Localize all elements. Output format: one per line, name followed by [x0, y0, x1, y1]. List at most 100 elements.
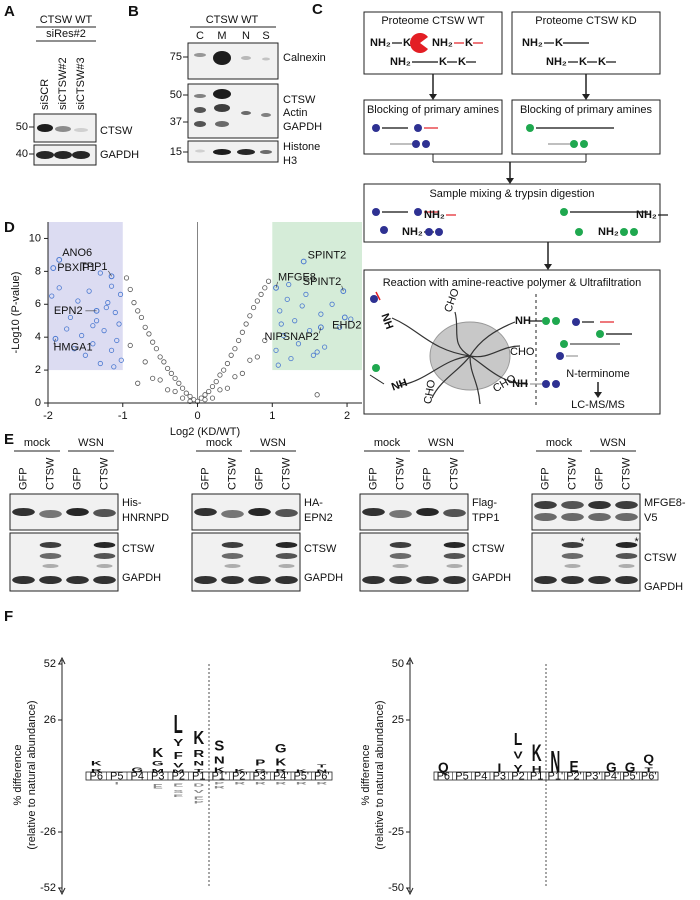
position-label: P4': [604, 770, 620, 782]
condition: WSN: [78, 437, 104, 449]
point: [232, 346, 238, 352]
band: [194, 53, 206, 57]
band: [362, 508, 385, 516]
band-label: CTSW: [122, 543, 155, 555]
logo-letter: N: [550, 745, 560, 780]
band: [443, 553, 466, 559]
chem: K: [579, 56, 587, 68]
point: [123, 275, 130, 281]
point: [217, 387, 223, 393]
condition: WSN: [428, 437, 454, 449]
band: [194, 121, 206, 127]
lane-label: GFP: [421, 467, 433, 490]
point: [101, 327, 107, 334]
logo-letter: E: [194, 795, 205, 800]
point: [112, 309, 118, 316]
band: [443, 542, 466, 548]
point: [288, 355, 294, 362]
point: [262, 337, 268, 344]
block: [542, 380, 550, 388]
point: [213, 379, 219, 385]
point: [127, 342, 133, 349]
polymer-chain: [469, 321, 516, 357]
band: [561, 501, 584, 509]
band-label: CTSW: [100, 125, 133, 137]
panel-label: B: [128, 3, 139, 20]
line: [318, 327, 322, 334]
line: [369, 374, 385, 385]
point: [168, 370, 174, 376]
band: [221, 542, 244, 548]
band: [261, 113, 271, 117]
block: [372, 208, 380, 216]
point: [228, 352, 234, 358]
point: [254, 354, 260, 360]
block: [560, 208, 568, 216]
band: [39, 576, 62, 584]
band: [275, 542, 298, 548]
box-title: Blocking of primary amines: [520, 104, 653, 116]
lane-label: siCTSW#3: [75, 57, 87, 110]
lane-label: CTSW: [280, 457, 292, 490]
chem: CHO: [422, 378, 438, 405]
logo-letter: V: [194, 789, 205, 794]
logo-letter: E: [153, 783, 163, 790]
point: [280, 332, 287, 339]
point: [209, 395, 216, 401]
condition: mock: [206, 437, 233, 449]
logo-letter: I: [497, 761, 501, 775]
position-label: P4': [273, 770, 289, 782]
position-label: P6: [437, 770, 450, 782]
point: [150, 375, 156, 381]
logo-letter: K: [214, 766, 226, 773]
point: [336, 324, 343, 330]
point: [90, 323, 96, 329]
point: [236, 337, 242, 344]
band: [12, 576, 35, 584]
lane-label: CTSW: [44, 457, 56, 490]
band-label: Flag-: [472, 497, 497, 509]
band: [93, 509, 116, 517]
x-axis-label: Log2 (KD/WT): [170, 426, 240, 438]
band: [534, 576, 557, 584]
polymer-chain: [469, 355, 481, 405]
point: [116, 321, 122, 327]
band: [74, 128, 88, 132]
chem: NH₂: [370, 37, 391, 49]
x-tick-label: -2: [43, 410, 53, 422]
chem: NH: [512, 378, 528, 390]
band: [214, 104, 230, 112]
band: [588, 501, 611, 509]
point: [179, 385, 186, 391]
panel-label: C: [312, 1, 323, 18]
band: [93, 542, 116, 548]
logo-letter: E: [569, 759, 578, 776]
polymer-chain: [469, 345, 521, 358]
lane-label: CTSW: [448, 457, 460, 490]
point: [103, 304, 109, 311]
point: [258, 291, 264, 297]
block: [425, 228, 433, 236]
logo-letter: G: [275, 742, 287, 755]
annotated-point: [341, 314, 348, 321]
y-axis-label: (relative to natural abundance): [26, 700, 38, 849]
point: [79, 332, 85, 339]
point: [172, 375, 178, 381]
band: [194, 107, 206, 113]
band: [237, 149, 255, 155]
point: [292, 318, 298, 324]
point: [131, 300, 137, 306]
point: [127, 286, 133, 293]
annotated-point: [273, 284, 279, 291]
point: [187, 393, 193, 400]
band: [39, 542, 62, 548]
position-label: P1': [211, 770, 227, 782]
point: [135, 380, 141, 386]
y-tick-label: 8: [35, 265, 41, 277]
y-tick-label: 0: [35, 397, 41, 409]
line: [275, 281, 278, 288]
logo-letter: R: [275, 782, 286, 786]
block: [575, 228, 583, 236]
band: [93, 576, 116, 584]
block: [580, 140, 588, 148]
